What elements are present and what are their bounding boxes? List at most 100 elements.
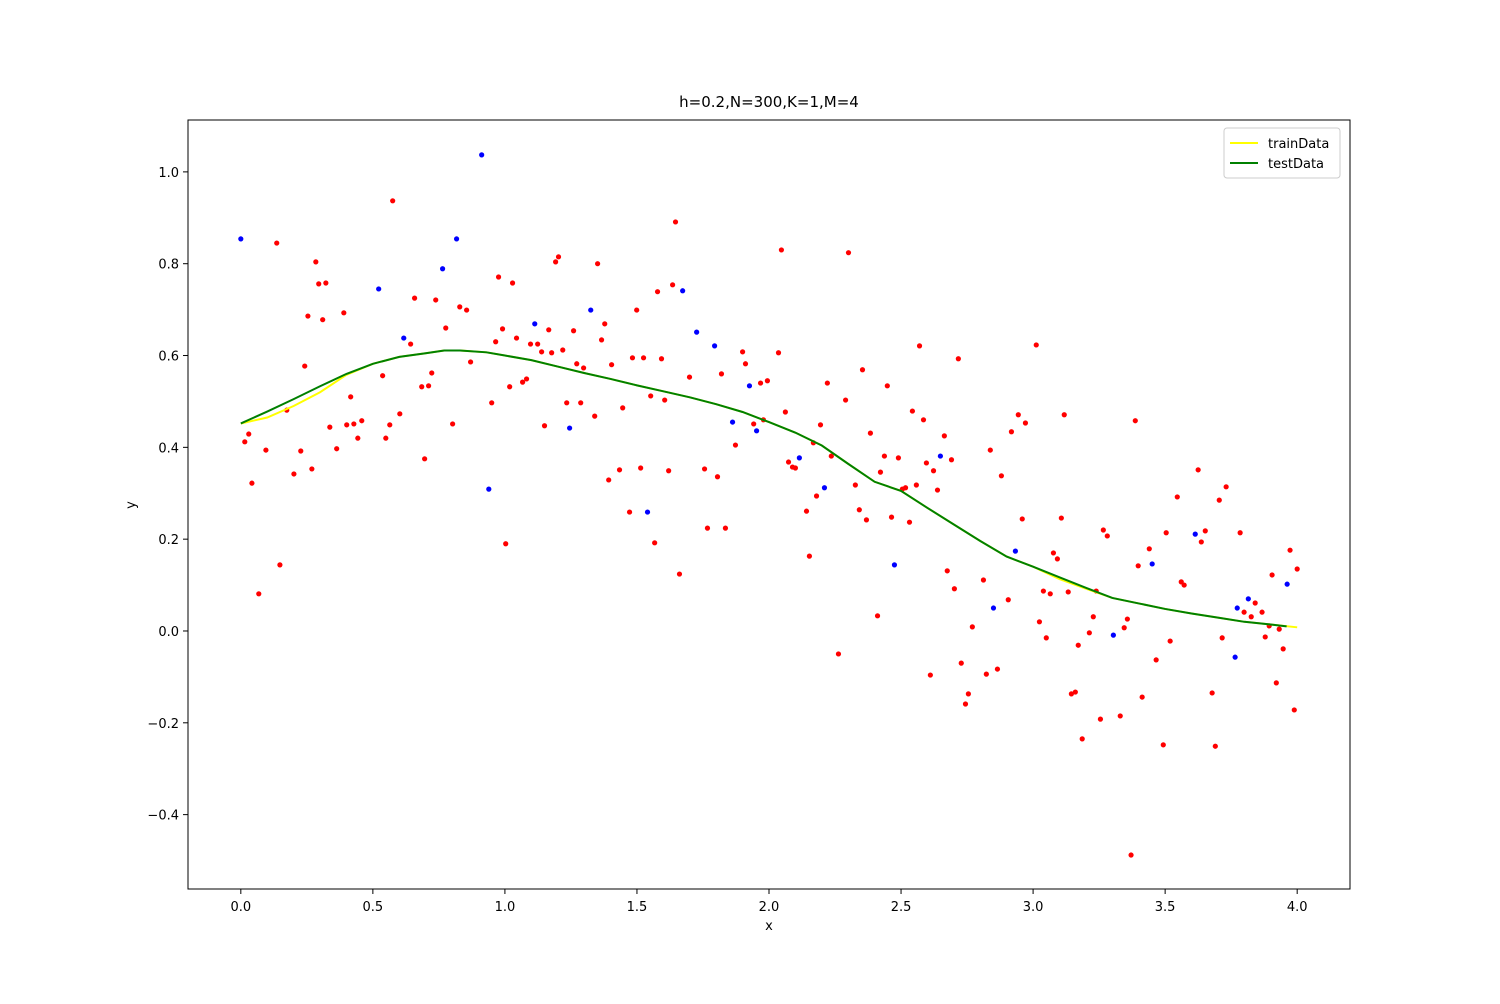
scatter-point — [916, 343, 923, 349]
chart-title: h=0.2,N=300,K=1,M=4 — [679, 93, 859, 111]
scatter-point — [824, 380, 830, 386]
scatter-point — [609, 362, 615, 368]
scatter-point — [1072, 689, 1078, 695]
scatter-point — [1223, 484, 1229, 490]
scatter-point — [401, 335, 407, 341]
scatter-point — [486, 486, 492, 492]
scatter-point — [817, 422, 824, 428]
scatter-point — [867, 430, 874, 436]
scatter-point — [714, 474, 721, 480]
scatter-point — [376, 286, 382, 292]
x-tick-label: 3.0 — [1023, 900, 1044, 915]
scatter-point — [835, 651, 842, 657]
scatter-point — [397, 411, 403, 417]
scatter-point — [1019, 516, 1025, 522]
scatter-point — [302, 363, 308, 369]
scatter-point — [746, 383, 753, 389]
scatter-point — [355, 435, 361, 441]
scatter-point — [549, 350, 555, 356]
x-tick-label: 0.0 — [230, 900, 251, 915]
scatter-point — [450, 421, 456, 427]
scatter-point — [686, 374, 693, 380]
scatter-point — [592, 413, 598, 419]
y-tick-label: 0.0 — [158, 625, 179, 640]
scatter-point — [934, 487, 941, 493]
scatter-point — [513, 335, 520, 341]
scatter-point — [425, 383, 432, 389]
scatter-point — [453, 236, 460, 242]
scatter-point — [578, 400, 584, 406]
scatter-point — [298, 448, 304, 454]
scatter-point — [313, 259, 319, 265]
scatter-point — [648, 393, 654, 399]
scatter-point — [387, 422, 393, 428]
scatter-point — [902, 485, 909, 491]
scatter-point — [965, 691, 971, 697]
scatter-point — [764, 378, 771, 384]
scatter-point — [422, 456, 428, 462]
scatter-point — [1022, 420, 1029, 426]
scatter-point — [980, 577, 987, 583]
scatter-point — [662, 397, 668, 403]
scatter-point — [739, 349, 746, 355]
scatter-point — [1104, 533, 1110, 539]
scatter-point — [1287, 547, 1293, 553]
scatter-point — [1100, 527, 1106, 533]
x-axis-label: x — [765, 919, 773, 934]
scatter-point — [316, 281, 322, 287]
scatter-point — [535, 341, 541, 347]
scatter-point — [493, 339, 499, 345]
scatter-point — [1061, 412, 1067, 418]
scatter-point — [757, 380, 764, 386]
scatter-point — [891, 562, 898, 568]
scatter-point — [1047, 591, 1053, 597]
scatter-point — [694, 329, 700, 335]
scatter-point — [1195, 467, 1201, 473]
scatter-point — [527, 341, 534, 347]
scatter-point — [411, 295, 418, 301]
x-tick-label: 4.0 — [1287, 900, 1308, 915]
scatter-point — [782, 409, 788, 415]
scatter-point — [1209, 690, 1215, 696]
scatter-point — [359, 418, 365, 424]
scatter-point — [433, 297, 439, 303]
scatter-point — [732, 442, 739, 448]
scatter-point — [532, 321, 538, 327]
scatter-point — [1139, 694, 1145, 700]
scatter-point — [1033, 342, 1039, 348]
x-tick-label: 1.5 — [627, 900, 648, 915]
scatter-point — [969, 624, 975, 630]
legend-box — [1223, 127, 1341, 179]
scatter-point — [1212, 743, 1218, 749]
y-tick-label: −0.4 — [147, 809, 179, 824]
scatter-point — [1273, 680, 1279, 686]
scatter-point — [553, 259, 559, 265]
scatter-point — [874, 613, 881, 619]
scatter-point — [1097, 716, 1104, 722]
y-tick-label: 0.4 — [158, 441, 179, 456]
scatter-point — [503, 541, 509, 547]
scatter-point — [881, 453, 888, 459]
scatter-point — [1121, 625, 1127, 631]
scatter-point — [344, 422, 350, 428]
y-tick-label: 0.6 — [158, 350, 179, 365]
scatter-point — [1054, 556, 1060, 562]
scatter-point — [439, 266, 446, 272]
x-tick-label: 3.5 — [1155, 900, 1176, 915]
scatter-point — [429, 370, 435, 376]
scatter-point — [722, 525, 729, 531]
scatter-point — [670, 282, 676, 288]
scatter-point — [291, 471, 297, 477]
y-tick-label: 1.0 — [158, 166, 179, 181]
scatter-point — [658, 356, 665, 362]
scatter-point — [408, 341, 414, 347]
scatter-point — [1202, 528, 1208, 534]
scatter-point — [383, 435, 389, 441]
scatter-point — [479, 152, 485, 158]
y-axis-label: y — [124, 501, 139, 509]
scatter-point — [852, 482, 858, 488]
scatter-point — [602, 321, 608, 327]
scatter-point — [1036, 619, 1043, 625]
scatter-point — [654, 289, 661, 295]
scatter-point — [937, 453, 943, 459]
